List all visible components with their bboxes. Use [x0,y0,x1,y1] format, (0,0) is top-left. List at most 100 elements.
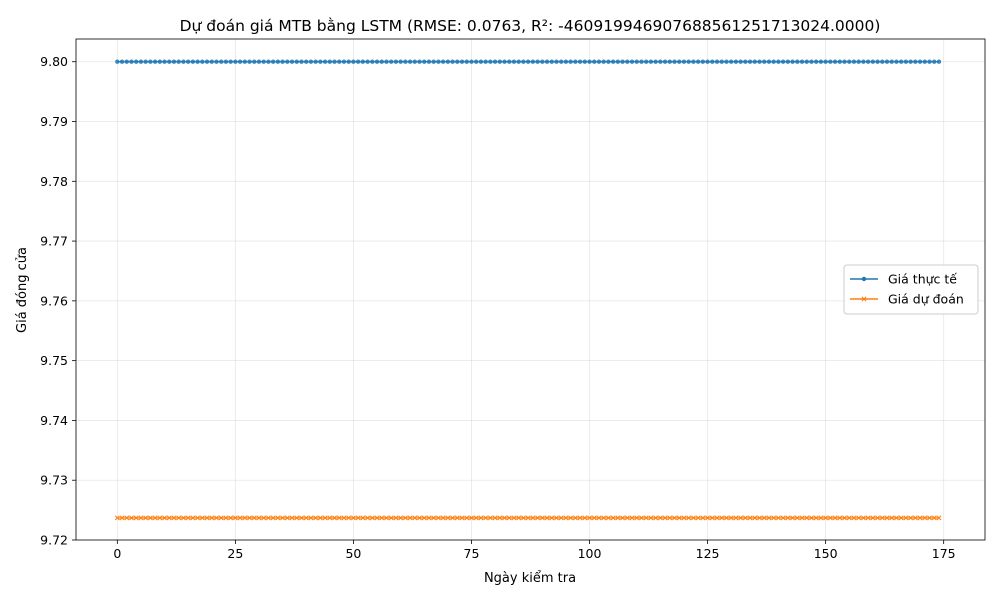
data-point [398,515,404,521]
data-point [492,59,498,64]
data-point [757,59,762,64]
data-point [790,515,796,521]
plot-frame [75,38,986,541]
data-point [247,59,252,64]
legend: Giá thực tế Giá dự đoán [843,264,979,315]
data-point [818,515,824,521]
data-point [195,59,200,64]
data-point [483,515,489,521]
data-point [889,59,894,64]
data-point [209,515,215,521]
data-point [129,59,134,64]
data-point [213,515,219,521]
data-point [152,59,158,64]
data-point [582,515,588,521]
data-point [766,515,772,521]
data-point [889,515,895,521]
data-point [662,59,668,64]
data-point [870,515,876,521]
data-point [478,59,484,64]
data-point [761,515,767,521]
data-point [535,515,541,521]
data-point [488,59,493,64]
data-point [185,515,191,521]
data-point [114,515,120,521]
data-point [134,59,139,64]
data-point [913,59,918,64]
data-point [728,515,734,521]
data-point [181,59,186,64]
data-point [553,515,559,521]
x-tick-label: 150 [814,546,838,561]
data-point [383,515,389,521]
data-point [483,59,488,64]
data-point [223,59,229,64]
data-point [695,515,701,521]
data-point [469,59,474,64]
data-point [875,59,880,64]
data-point [374,59,380,64]
data-point [700,515,706,521]
data-point [610,59,616,64]
data-point [403,59,408,64]
data-point [289,59,295,64]
data-point [166,515,172,521]
data-point [143,515,149,521]
data-point [511,59,517,64]
data-point [445,515,451,521]
data-point [507,59,512,64]
data-point [303,515,309,521]
data-point [119,515,125,521]
data-point [119,59,125,64]
data-point [199,515,205,521]
data-point [374,515,380,521]
data-point [572,515,578,521]
series-circle [115,59,942,64]
data-point [917,515,923,521]
data-point [775,515,781,521]
data-point [464,515,470,521]
data-point [506,515,512,521]
data-point [799,59,805,64]
data-point [157,59,163,64]
data-point [738,59,743,64]
data-point [875,515,881,521]
data-point [733,59,739,64]
data-point [884,59,890,64]
data-point [478,515,484,521]
y-tick-label: 9.76 [40,293,68,308]
data-point [346,59,351,64]
data-point [615,59,621,64]
data-point [846,515,852,521]
data-point [705,59,710,64]
data-point [691,59,696,64]
data-point [379,515,385,521]
data-point [176,515,182,521]
data-point [468,515,474,521]
y-tick-label: 9.73 [40,473,68,488]
data-point [327,59,333,64]
data-point [762,59,767,64]
data-point [879,515,885,521]
data-point [710,59,715,64]
data-point [209,59,214,64]
data-point [804,59,809,64]
data-point [185,59,191,64]
data-point [851,515,857,521]
data-point [776,59,781,64]
data-point [894,59,899,64]
data-point [318,59,323,64]
data-point [143,59,148,64]
x-tick-label: 175 [932,546,956,561]
data-point [294,59,299,64]
data-point [167,59,172,64]
data-point [677,59,682,64]
data-point [568,59,573,64]
legend-box [843,264,979,315]
data-point [723,515,729,521]
data-point [247,515,253,521]
data-point [884,515,890,521]
data-point [440,59,446,64]
data-point [605,515,611,521]
data-point [686,59,691,64]
